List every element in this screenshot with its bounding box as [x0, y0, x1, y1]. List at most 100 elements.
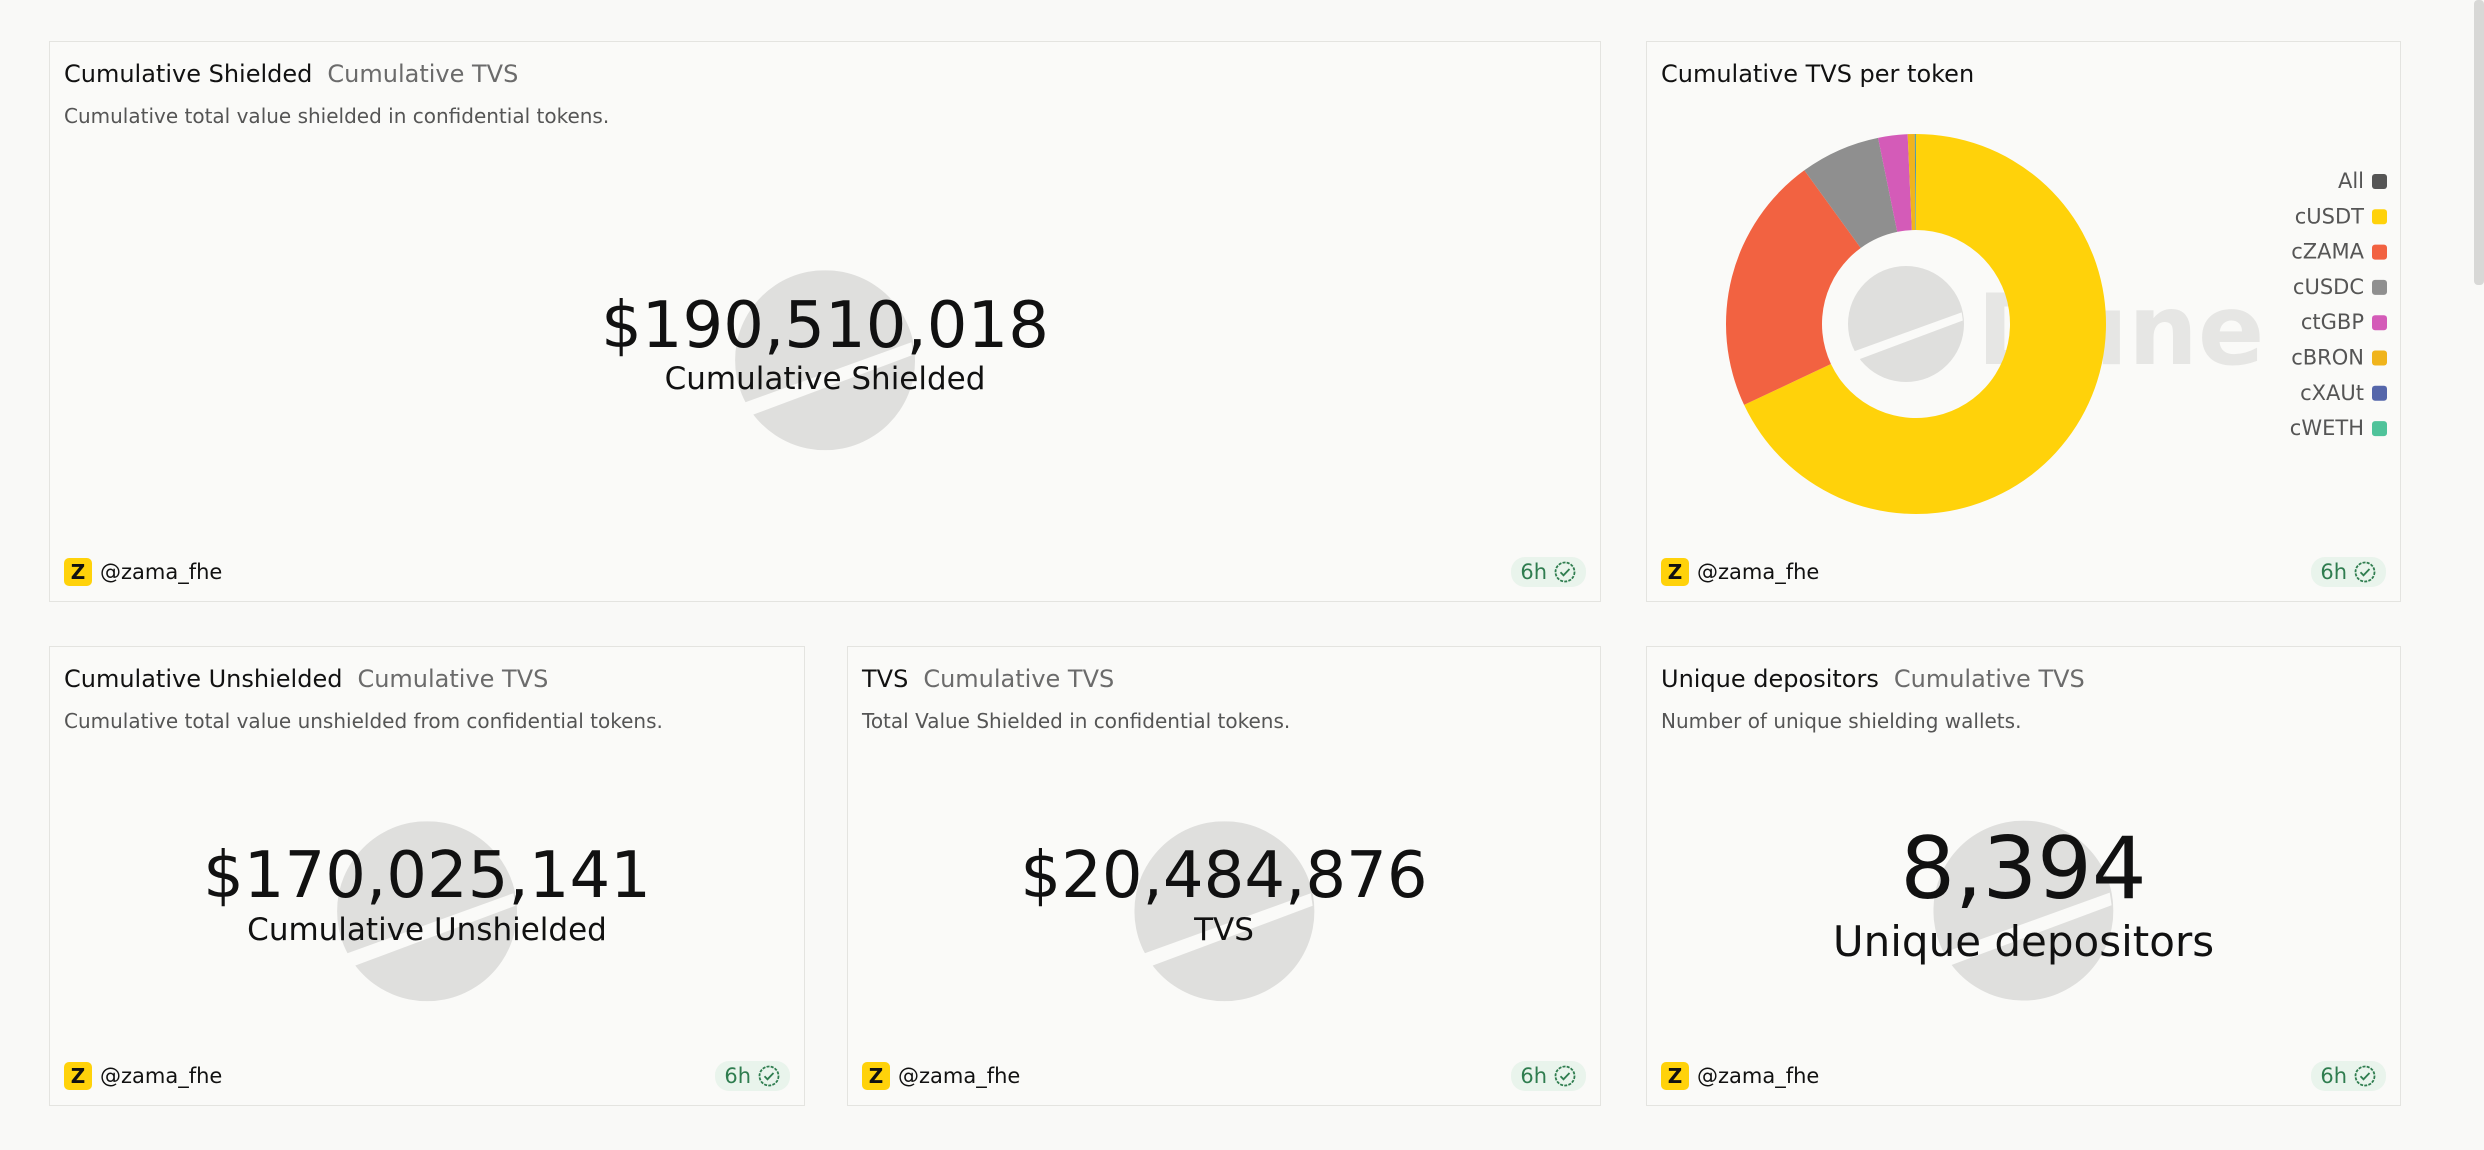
counter-widget: Unique depositors Cumulative TVS Number of…	[1646, 646, 2401, 1106]
pie-chart: DuneAllcUSDTcZAMAcUSDCctGBPcBRONcXAUtcWE…	[1726, 134, 2387, 514]
title-row: Cumulative TVS per token	[1661, 60, 2386, 88]
widget-header: Cumulative Unshielded Cumulative TVS Cumul…	[64, 665, 790, 733]
legend-swatch	[2372, 244, 2387, 260]
check-ring	[2354, 1065, 2376, 1087]
logo-stripe	[742, 342, 914, 417]
check-icon	[1554, 1065, 1576, 1087]
legend-swatch	[2372, 174, 2387, 189]
footer: Z @zama_fhe 6h	[1661, 557, 2386, 587]
author[interactable]: Z @zama_fhe	[1661, 1062, 1819, 1090]
author-name: @zama_fhe	[898, 1064, 1021, 1088]
logo-circle	[337, 820, 517, 1001]
check-icon	[2354, 1065, 2376, 1087]
legend-label: All	[2338, 169, 2364, 193]
legend-item[interactable]: cUSDT	[2295, 204, 2387, 228]
check-mark	[763, 1072, 775, 1081]
footer: Z @zama_fhe 6h	[64, 557, 1586, 587]
legend-label: cXAUt	[2300, 381, 2364, 405]
author[interactable]: Z @zama_fhe	[862, 1062, 1020, 1090]
author-name: @zama_fhe	[1697, 1064, 1820, 1088]
pie-slice	[1914, 134, 1916, 231]
dune-logo	[1134, 820, 1314, 1001]
counter-label: Cumulative Unshielded	[247, 911, 607, 948]
check-icon	[1554, 561, 1576, 583]
author[interactable]: Z @zama_fhe	[64, 1062, 222, 1090]
legend-item[interactable]: All	[2338, 169, 2387, 193]
scrollbar[interactable]	[2474, 0, 2484, 285]
dune-logo	[337, 820, 517, 1001]
freshness-badge: 6h	[2311, 1061, 2386, 1091]
legend-item[interactable]: cXAUt	[2300, 381, 2387, 405]
widget-tab[interactable]: Cumulative TVS	[327, 60, 519, 88]
title-row: TVS Cumulative TVS	[862, 665, 1586, 693]
legend-item[interactable]: cBRON	[2291, 346, 2387, 370]
author[interactable]: Z @zama_fhe	[1661, 558, 1819, 586]
author-name: @zama_fhe	[1697, 560, 1820, 584]
counter-widget: TVS Cumulative TVS Total Value Shielded in…	[847, 646, 1601, 1106]
footer: Z @zama_fhe 6h	[862, 1061, 1586, 1091]
watermark	[337, 820, 517, 1005]
pie-slice	[1915, 134, 1916, 231]
legend-label: cWETH	[2290, 416, 2364, 440]
legend-item[interactable]: cZAMA	[2291, 240, 2387, 264]
widget-title: Cumulative Unshielded	[64, 665, 343, 693]
logo-stripe	[1141, 892, 1313, 967]
avatar: Z	[1661, 558, 1689, 586]
chart-title: Cumulative TVS per token	[1661, 60, 1975, 88]
dune-logo	[1848, 266, 1964, 382]
logo-circle	[1848, 266, 1964, 382]
freshness: 6h	[1520, 1064, 1547, 1088]
freshness: 6h	[1520, 560, 1547, 584]
avatar: Z	[64, 1062, 92, 1090]
pie-slice	[1744, 134, 2106, 514]
counter-value: 8,394	[1900, 819, 2147, 920]
pie-slice	[1878, 134, 1912, 232]
widget-tab[interactable]: Cumulative TVS	[1893, 665, 2085, 693]
legend-label: cUSDC	[2293, 275, 2364, 299]
avatar: Z	[862, 1062, 890, 1090]
logo-stripe	[1852, 312, 1963, 360]
logo-circle	[1134, 820, 1314, 1001]
widget-tab[interactable]: Cumulative TVS	[357, 665, 549, 693]
legend-item[interactable]: cWETH	[2290, 416, 2387, 440]
watermark	[735, 270, 915, 454]
legend-label: cBRON	[2291, 346, 2364, 370]
legend-label: ctGBP	[2301, 310, 2364, 334]
check-mark	[2359, 1072, 2371, 1081]
freshness-badge: 6h	[2311, 557, 2386, 587]
watermark	[1933, 820, 2114, 1005]
legend-swatch	[2372, 209, 2387, 225]
check-ring	[2354, 561, 2376, 583]
logo	[1848, 266, 1964, 382]
logo-stripe	[344, 892, 516, 967]
legend-swatch	[2372, 421, 2387, 437]
counter: $20,484,876 TVS	[1020, 820, 1428, 1001]
widget-header: Unique depositors Cumulative TVS Number of…	[1661, 665, 2386, 733]
check-mark	[2359, 568, 2371, 577]
dune-logo	[1933, 820, 2114, 1001]
title-row: Cumulative Shielded Cumulative TVS	[64, 60, 1586, 88]
footer: Z @zama_fhe 6h	[64, 1061, 790, 1091]
widget-tab[interactable]: Cumulative TVS	[923, 665, 1115, 693]
counter: $190,510,018 Cumulative Shielded	[601, 270, 1049, 451]
counter-widget: Cumulative Shielded Cumulative TVS Cumulat…	[49, 41, 1601, 602]
author[interactable]: Z @zama_fhe	[64, 558, 222, 586]
widget-header: TVS Cumulative TVS Total Value Shielded in…	[862, 665, 1586, 733]
legend-item[interactable]: ctGBP	[2301, 310, 2387, 334]
legend-swatch	[2372, 279, 2387, 295]
counter-value: $190,510,018	[601, 288, 1049, 363]
check-icon	[2354, 561, 2376, 583]
legend-swatch	[2372, 315, 2387, 331]
counter-label: TVS	[1194, 911, 1254, 948]
avatar: Z	[1661, 1062, 1689, 1090]
widget-description: Cumulative total value unshielded from c…	[64, 709, 663, 733]
author-name: @zama_fhe	[100, 1064, 223, 1088]
legend-label: cUSDT	[2295, 204, 2364, 228]
widget-title: Unique depositors	[1661, 665, 1879, 693]
chart-widget: Cumulative TVS per token Dune All cUSDT cZAM…	[1646, 41, 2401, 602]
freshness: 6h	[2320, 560, 2347, 584]
legend-item[interactable]: cUSDC	[2293, 275, 2387, 299]
check-ring	[1554, 1065, 1576, 1087]
freshness: 6h	[2320, 1064, 2347, 1088]
legend-label: cZAMA	[2291, 240, 2364, 264]
